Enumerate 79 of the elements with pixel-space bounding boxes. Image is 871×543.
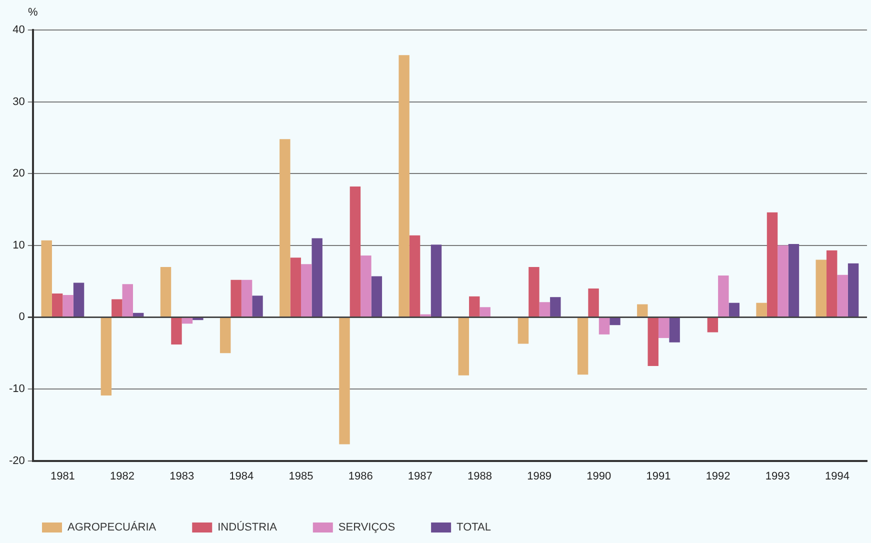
x-tick-label: 1991 [646,470,671,482]
bar [241,280,252,316]
bar [312,238,322,316]
bar [52,294,63,316]
bar [192,318,204,320]
bar [588,288,599,316]
bar [766,212,778,316]
x-tick-label: 1985 [288,470,314,482]
bar [637,304,648,316]
bar [100,318,112,396]
bar [182,318,193,324]
bar [41,240,52,316]
bar [610,318,620,326]
bar [669,318,680,342]
bar [848,263,859,316]
y-tick-label: 30 [12,96,25,108]
bar [290,258,302,316]
bar [539,302,550,316]
bar [518,318,529,344]
x-tick-label: 1992 [706,470,730,482]
y-tick-label: 20 [12,168,25,180]
bar [707,318,718,332]
y-axis-title: % [28,6,38,19]
y-tick-label: 10 [12,239,25,252]
y-tick-label: 40 [12,24,25,36]
bar [252,296,263,316]
bar [122,284,133,316]
bar [648,318,658,366]
x-tick-label: 1993 [765,470,790,482]
x-tick-label: 1984 [229,470,254,482]
bar [458,318,470,376]
bar [73,282,84,316]
bar [826,250,838,316]
x-tick-label: 1990 [586,470,612,482]
bar [371,276,382,316]
x-tick-label: 1981 [50,470,75,482]
bar [360,255,372,316]
x-tick-label: 1982 [110,470,135,482]
legend-label: TOTAL [456,522,491,534]
bar [398,55,410,316]
bar [728,302,740,316]
bar [550,297,561,316]
y-tick-label: -10 [8,383,25,396]
y-tick-label: 0 [18,311,25,324]
bar [350,186,361,316]
bar [778,245,788,316]
bar [280,139,290,316]
bar [598,318,610,334]
x-tick-label: 1986 [348,470,373,482]
bar [301,264,312,316]
bar [171,318,182,344]
legend-label: INDÚSTRIA [218,520,278,534]
bar [112,299,122,316]
bar [756,302,767,316]
bar [788,244,800,316]
bar [480,307,490,316]
bar [62,294,74,316]
bar [132,312,144,316]
bar [718,276,729,316]
x-tick-label: 1988 [467,470,492,482]
x-tick-label: 1987 [408,470,432,482]
x-tick-label: 1994 [824,470,850,482]
bar [658,318,670,338]
legend-label: SERVIÇOS [338,522,396,534]
bar [220,318,231,354]
bar [230,280,242,316]
bar [160,266,172,316]
bar [816,260,826,316]
bar [577,318,588,375]
x-tick-label: 1989 [527,470,552,482]
x-tick-label: 1983 [170,470,194,482]
bar [528,266,540,316]
legend-label: AGROPECUÁRIA [68,520,157,534]
bar [409,235,420,316]
bar [469,296,480,316]
y-tick-label: -20 [8,454,25,467]
bar [339,318,350,444]
bar [837,274,848,316]
bar [430,244,442,316]
